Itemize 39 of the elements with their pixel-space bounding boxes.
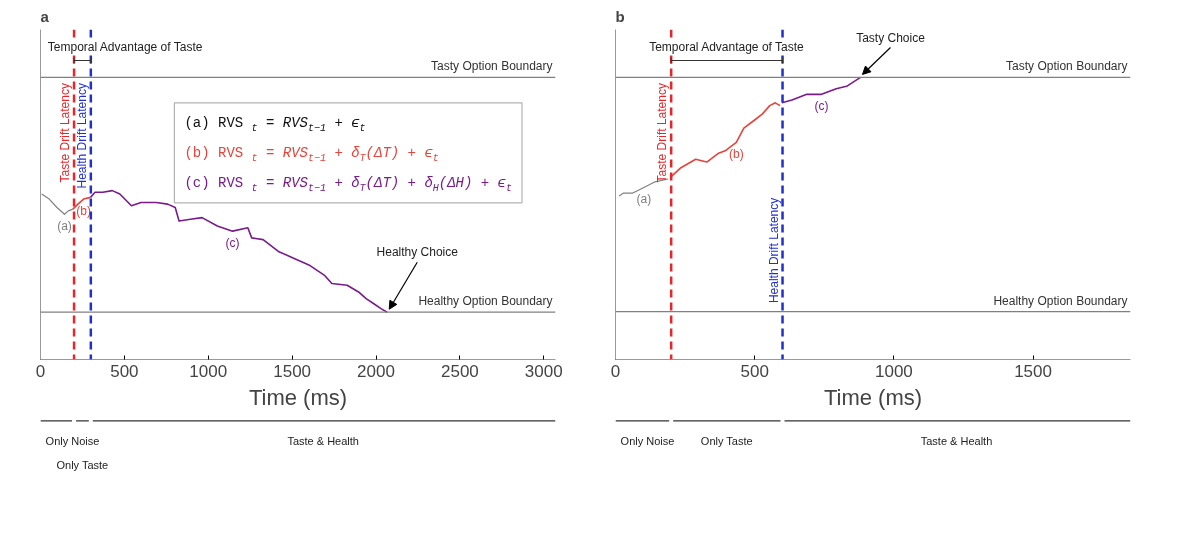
x-axis-title: Time (ms) <box>823 384 923 410</box>
series-label: (c) <box>225 236 240 251</box>
chart-title: a <box>40 7 50 25</box>
chart-title: b <box>615 7 625 25</box>
text: Temporal Advantage of Taste <box>47 39 203 54</box>
ref-line-label: Tasty Option Boundary <box>431 59 553 74</box>
annotation: Healthy Choice <box>376 245 459 260</box>
text: Only Taste <box>56 458 109 471</box>
ref-line-label: Healthy Option Boundary <box>418 294 553 309</box>
x-tick-label: 1000 <box>189 361 228 381</box>
text: Temporal Advantage of Taste <box>649 39 805 54</box>
ref-line-label: Health Drift Latency <box>766 197 781 304</box>
series-label: (b) <box>728 147 744 162</box>
x-axis-title: Time (ms) <box>248 384 348 410</box>
ref-line-label: Taste Drift Latency <box>655 83 670 183</box>
x-tick-label: 0 <box>35 361 46 381</box>
x-tick-label: 3000 <box>524 361 563 381</box>
text: Taste & Health <box>287 434 359 447</box>
text: Only Noise <box>620 434 675 447</box>
series-label: (a) <box>636 192 652 207</box>
x-tick-label: 0 <box>610 361 621 381</box>
x-tick-label: 1500 <box>1014 361 1052 381</box>
text: Only Taste <box>700 434 753 447</box>
series-label: (a) <box>57 219 72 234</box>
x-tick-label: 1500 <box>273 361 312 381</box>
ref-line-label: Healthy Option Boundary <box>993 293 1128 308</box>
annotation: Tasty Choice <box>856 30 926 45</box>
series-label: (b) <box>76 204 91 219</box>
series-label: (c) <box>814 99 829 114</box>
text: Only Noise <box>45 434 100 447</box>
ref-line-label: Taste Drift Latency <box>58 83 73 183</box>
x-tick-label: 500 <box>110 361 139 381</box>
ref-line-label: Health Drift Latency <box>74 83 89 189</box>
x-tick-label: 2000 <box>357 361 395 381</box>
text: Taste & Health <box>920 434 993 447</box>
x-tick-label: 2500 <box>440 361 479 381</box>
ref-line-label: Tasty Option Boundary <box>1006 59 1128 74</box>
x-tick-label: 500 <box>740 361 769 381</box>
x-tick-label: 1000 <box>874 361 913 381</box>
